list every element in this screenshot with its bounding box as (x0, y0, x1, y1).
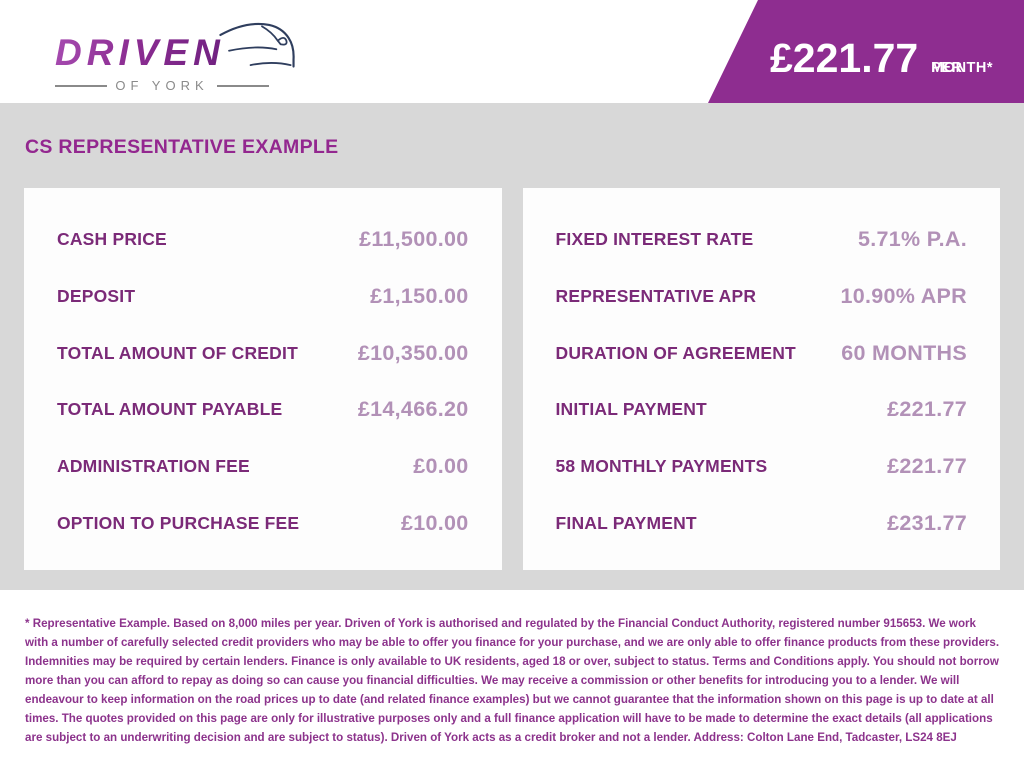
finance-label: 58 MONTHLY PAYMENTS (555, 456, 768, 477)
finance-card-left: CASH PRICE £11,500.00 DEPOSIT £1,150.00 … (24, 188, 502, 570)
finance-card-right: FIXED INTEREST RATE 5.71% P.A. REPRESENT… (522, 188, 1000, 570)
finance-label: ADMINISTRATION FEE (57, 456, 250, 477)
finance-label: DURATION OF AGREEMENT (555, 342, 796, 363)
finance-row-cash-price: CASH PRICE £11,500.00 (57, 227, 469, 252)
logo-wordmark: DRIVEN (55, 32, 225, 73)
finance-value: £14,466.20 (357, 397, 469, 422)
finance-row-initial-payment: INITIAL PAYMENT £221.77 (556, 397, 968, 422)
finance-label: TOTAL AMOUNT PAYABLE (57, 399, 283, 420)
finance-label: REPRESENTATIVE APR (555, 285, 757, 306)
finance-row-deposit: DEPOSIT £1,150.00 (57, 284, 469, 309)
monthly-price-banner: £221.77 PER MONTH* (708, 0, 1024, 103)
finance-row-interest-rate: FIXED INTEREST RATE 5.71% P.A. (556, 227, 968, 252)
finance-value: £0.00 (413, 454, 469, 479)
finance-value: £221.77 (887, 454, 967, 479)
car-outline-icon (219, 16, 305, 79)
finance-label: DEPOSIT (57, 285, 136, 306)
finance-value: £231.77 (887, 511, 967, 536)
finance-row-final-payment: FINAL PAYMENT £231.77 (556, 511, 968, 536)
finance-label: CASH PRICE (57, 228, 167, 249)
finance-label: TOTAL AMOUNT OF CREDIT (57, 342, 298, 363)
finance-value: £1,150.00 (370, 283, 469, 308)
representative-example-section: CS REPRESENTATIVE EXAMPLE CASH PRICE £11… (0, 103, 1024, 590)
finance-label: OPTION TO PURCHASE FEE (57, 513, 300, 534)
finance-value: 60 MONTHS (841, 340, 967, 365)
finance-label: FIXED INTEREST RATE (555, 228, 754, 249)
finance-row-option-fee: OPTION TO PURCHASE FEE £10.00 (57, 511, 469, 536)
finance-row-duration: DURATION OF AGREEMENT 60 MONTHS (556, 341, 968, 366)
finance-value: 10.90% APR (840, 283, 967, 308)
logo-rule-right (216, 84, 269, 87)
page-header: DRIVEN OF YORK £221.77 PER MONTH* (0, 0, 1024, 103)
legal-disclaimer: * Representative Example. Based on 8,000… (25, 617, 1000, 744)
finance-row-total-credit: TOTAL AMOUNT OF CREDIT £10,350.00 (57, 341, 469, 366)
finance-row-monthly-payments: 58 MONTHLY PAYMENTS £221.77 (556, 454, 968, 479)
finance-value: £10.00 (400, 511, 469, 536)
finance-value: 5.71% P.A. (858, 226, 967, 251)
finance-label: INITIAL PAYMENT (555, 399, 707, 420)
finance-label: FINAL PAYMENT (555, 513, 697, 534)
logo-rule-left (55, 84, 108, 87)
logo-subtitle: OF YORK (115, 78, 209, 93)
finance-row-total-payable: TOTAL AMOUNT PAYABLE £14,466.20 (57, 397, 469, 422)
footer: * Representative Example. Based on 8,000… (0, 590, 1024, 747)
finance-row-apr: REPRESENTATIVE APR 10.90% APR (556, 284, 968, 309)
section-heading: CS REPRESENTATIVE EXAMPLE (25, 136, 339, 158)
dealer-logo[interactable]: DRIVEN OF YORK (55, 16, 305, 93)
finance-value: £221.77 (887, 397, 967, 422)
finance-value: £10,350.00 (357, 340, 469, 365)
finance-row-admin-fee: ADMINISTRATION FEE £0.00 (57, 454, 469, 479)
finance-value: £11,500.00 (359, 226, 469, 251)
